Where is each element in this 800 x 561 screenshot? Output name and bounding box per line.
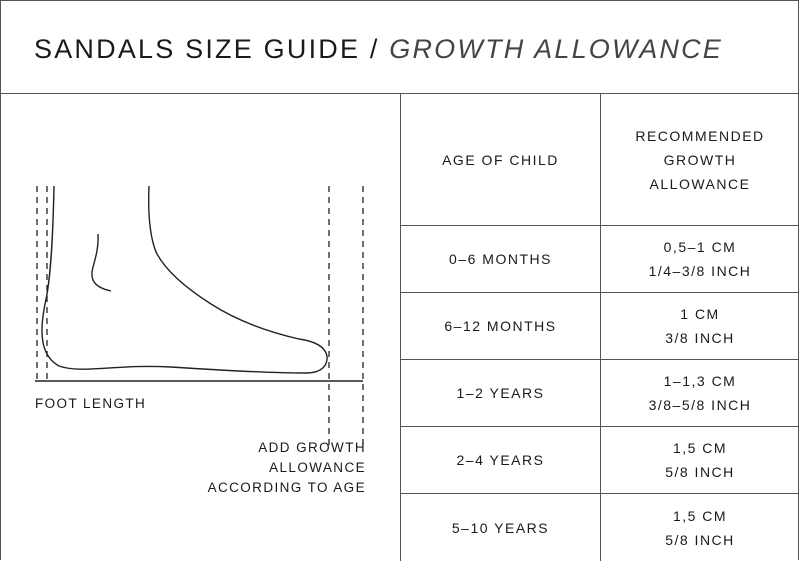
- age-cell: 0–6 MONTHS: [401, 226, 601, 292]
- table-row: 2–4 YEARS 1,5 CM 5/8 INCH: [401, 427, 799, 494]
- allowance-inch: 5/8 INCH: [665, 531, 735, 548]
- header-allowance: RECOMMENDED GROWTH ALLOWANCE: [601, 94, 799, 225]
- age-text: 1–2 YEARS: [456, 385, 545, 401]
- header-allowance-line: RECOMMENDED: [635, 127, 765, 144]
- age-cell: 2–4 YEARS: [401, 427, 601, 493]
- age-text: 5–10 YEARS: [451, 519, 550, 536]
- age-cell: 5–10 YEARS: [401, 494, 601, 561]
- age-text: 6–12 MONTHS: [444, 318, 557, 334]
- allowance-cm: 1,5 CM: [672, 507, 728, 524]
- title-main: SANDALS SIZE GUIDE /: [34, 34, 380, 64]
- table-header-row: AGE OF CHILD RECOMMENDED GROWTH ALLOWANC…: [401, 94, 799, 226]
- title-sub: GROWTH ALLOWANCE: [389, 34, 724, 64]
- page-title: SANDALS SIZE GUIDE / GROWTH ALLOWANCE: [34, 34, 723, 65]
- header-allowance-line: GROWTH: [663, 151, 737, 168]
- growth-label: ADD GROWTH ALLOWANCE ACCORDING TO AGE: [208, 438, 366, 498]
- allowance-cm: 0,5–1 CM: [663, 239, 737, 255]
- allowance-inch: 1/4–3/8 INCH: [648, 263, 752, 279]
- allowance-cm: 1,5 CM: [672, 440, 728, 456]
- table-row: 6–12 MONTHS 1 CM 3/8 INCH: [401, 293, 799, 360]
- foot-outline: [41, 185, 328, 374]
- allowance-inch: 3/8 INCH: [665, 330, 735, 346]
- table-row: 0–6 MONTHS 0,5–1 CM 1/4–3/8 INCH: [401, 226, 799, 293]
- allowance-inch: 5/8 INCH: [665, 464, 735, 480]
- header: SANDALS SIZE GUIDE / GROWTH ALLOWANCE: [1, 1, 798, 94]
- header-age-text: AGE OF CHILD: [442, 151, 559, 168]
- ankle-curve: [91, 233, 112, 292]
- table-row: 5–10 YEARS 1,5 CM 5/8 INCH: [401, 494, 799, 561]
- age-cell: 6–12 MONTHS: [401, 293, 601, 359]
- allowance-inch: 3/8–5/8 INCH: [648, 397, 752, 413]
- growth-label-line: ALLOWANCE: [269, 460, 366, 475]
- age-cell: 1–2 YEARS: [401, 360, 601, 426]
- foot-diagram-panel: FOOT LENGTH ADD GROWTH ALLOWANCE ACCORDI…: [1, 94, 401, 561]
- age-text: 2–4 YEARS: [456, 452, 545, 468]
- allowance-cell: 1,5 CM 5/8 INCH: [601, 427, 799, 493]
- allowance-cell: 0,5–1 CM 1/4–3/8 INCH: [601, 226, 799, 292]
- table-row: 1–2 YEARS 1–1,3 CM 3/8–5/8 INCH: [401, 360, 799, 427]
- header-allowance-line: ALLOWANCE: [649, 175, 751, 192]
- header-age: AGE OF CHILD: [401, 94, 601, 225]
- allowance-cell: 1–1,3 CM 3/8–5/8 INCH: [601, 360, 799, 426]
- growth-allowance-table: AGE OF CHILD RECOMMENDED GROWTH ALLOWANC…: [400, 94, 799, 561]
- growth-label-line: ACCORDING TO AGE: [207, 480, 366, 495]
- allowance-cm: 1 CM: [680, 306, 720, 322]
- foot-length-label: FOOT LENGTH: [35, 396, 147, 411]
- allowance-cell: 1 CM 3/8 INCH: [601, 293, 799, 359]
- age-text: 0–6 MONTHS: [449, 251, 552, 267]
- foot-diagram: [35, 185, 364, 449]
- growth-label-line: ADD GROWTH: [258, 440, 366, 455]
- allowance-cell: 1,5 CM 5/8 INCH: [601, 494, 799, 561]
- allowance-cm: 1–1,3 CM: [663, 373, 737, 389]
